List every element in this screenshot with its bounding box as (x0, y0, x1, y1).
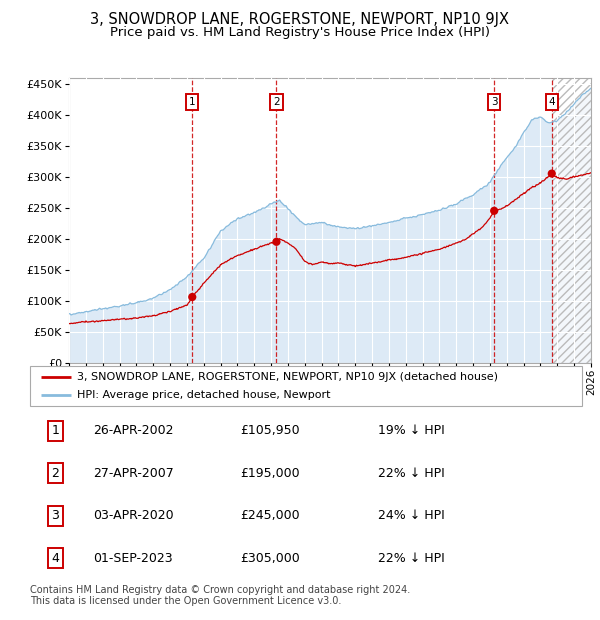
Text: 24% ↓ HPI: 24% ↓ HPI (378, 509, 445, 522)
Text: 1: 1 (189, 97, 196, 107)
Text: 4: 4 (52, 552, 59, 565)
Text: 26-APR-2002: 26-APR-2002 (94, 424, 174, 437)
Text: 2: 2 (273, 97, 280, 107)
Text: £195,000: £195,000 (240, 467, 299, 480)
Text: 22% ↓ HPI: 22% ↓ HPI (378, 467, 445, 480)
Text: 03-APR-2020: 03-APR-2020 (94, 509, 174, 522)
Text: 2: 2 (52, 467, 59, 480)
Text: 19% ↓ HPI: 19% ↓ HPI (378, 424, 445, 437)
Text: 27-APR-2007: 27-APR-2007 (94, 467, 174, 480)
Point (547, 169, 557, 179)
Point (272, 237, 281, 247)
Point (490, 206, 499, 216)
Text: £305,000: £305,000 (240, 552, 299, 565)
Text: £245,000: £245,000 (240, 509, 299, 522)
Text: HPI: Average price, detached house, Newport: HPI: Average price, detached house, Newp… (77, 390, 331, 401)
Text: 3, SNOWDROP LANE, ROGERSTONE, NEWPORT, NP10 9JX: 3, SNOWDROP LANE, ROGERSTONE, NEWPORT, N… (91, 12, 509, 27)
Text: 4: 4 (548, 97, 555, 107)
Text: 3, SNOWDROP LANE, ROGERSTONE, NEWPORT, NP10 9JX (detached house): 3, SNOWDROP LANE, ROGERSTONE, NEWPORT, N… (77, 371, 498, 382)
Text: 01-SEP-2023: 01-SEP-2023 (94, 552, 173, 565)
Text: Price paid vs. HM Land Registry's House Price Index (HPI): Price paid vs. HM Land Registry's House … (110, 26, 490, 39)
Text: £105,950: £105,950 (240, 424, 299, 437)
Text: 3: 3 (491, 97, 497, 107)
Point (187, 292, 197, 302)
Text: Contains HM Land Registry data © Crown copyright and database right 2024.
This d: Contains HM Land Registry data © Crown c… (30, 585, 410, 606)
Text: 22% ↓ HPI: 22% ↓ HPI (378, 552, 445, 565)
Text: 3: 3 (52, 509, 59, 522)
Text: 1: 1 (52, 424, 59, 437)
